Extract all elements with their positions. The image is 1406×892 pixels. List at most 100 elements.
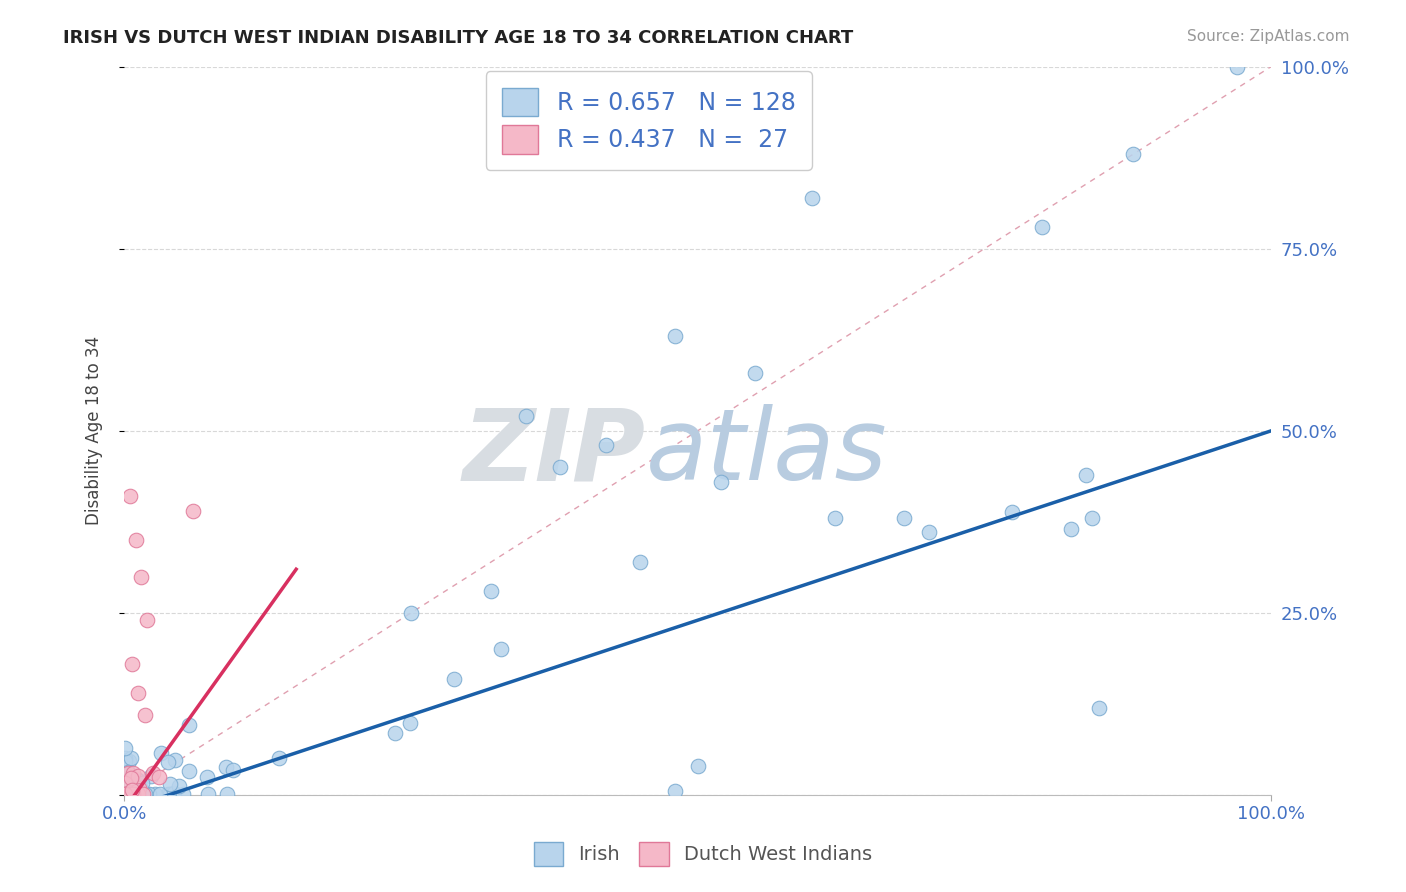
Point [664, 329, 686, 343]
Point [115, 788, 138, 802]
Point [114, 787, 136, 801]
Point [135, 788, 157, 802]
Point [159, 776, 181, 790]
Point [114, 788, 136, 802]
Point [159, 788, 181, 802]
Point [115, 787, 138, 801]
Point [138, 788, 160, 802]
Point [1122, 147, 1144, 161]
Point [114, 788, 136, 802]
Point [156, 756, 179, 770]
Point [1226, 60, 1249, 74]
Point [114, 741, 136, 756]
Point [148, 770, 170, 784]
Point [114, 788, 136, 802]
Point [399, 606, 422, 620]
Point [114, 788, 136, 802]
Point [1031, 219, 1053, 234]
Text: ZIP: ZIP [463, 404, 645, 501]
Point [114, 780, 136, 794]
Point [115, 788, 138, 802]
Point [127, 686, 149, 700]
Point [801, 191, 824, 205]
Point [131, 788, 153, 802]
Point [122, 788, 145, 802]
Point [131, 776, 153, 790]
Point [181, 504, 204, 518]
Point [117, 775, 139, 789]
Text: Source: ZipAtlas.com: Source: ZipAtlas.com [1187, 29, 1350, 44]
Point [115, 787, 138, 801]
Point [172, 788, 194, 802]
Point [122, 787, 145, 801]
Point [121, 788, 143, 802]
Point [150, 746, 173, 760]
Point [114, 751, 136, 765]
Point [156, 788, 179, 802]
Point [114, 788, 136, 802]
Point [114, 788, 136, 802]
Point [114, 754, 136, 768]
Point [114, 788, 136, 802]
Point [114, 780, 136, 795]
Point [131, 569, 153, 583]
Point [118, 788, 141, 802]
Point [114, 767, 136, 781]
Point [197, 788, 219, 802]
Point [664, 784, 686, 798]
Point [117, 774, 139, 789]
Point [114, 759, 136, 773]
Point [114, 788, 136, 802]
Point [114, 788, 136, 802]
Point [124, 533, 146, 547]
Point [114, 778, 136, 792]
Point [132, 787, 155, 801]
Point [118, 788, 141, 802]
Point [114, 788, 136, 802]
Point [114, 769, 136, 783]
Point [120, 771, 142, 785]
Point [124, 788, 146, 802]
Point [163, 787, 186, 801]
Point [114, 788, 136, 802]
Point [115, 788, 138, 802]
Point [128, 783, 150, 797]
Point [114, 788, 136, 802]
Legend: Irish, Dutch West Indians: Irish, Dutch West Indians [526, 834, 880, 873]
Point [125, 772, 148, 787]
Point [114, 788, 136, 802]
Point [121, 788, 143, 802]
Point [491, 642, 513, 657]
Point [217, 788, 239, 802]
Point [1074, 467, 1097, 482]
Point [118, 489, 141, 503]
Point [114, 776, 136, 790]
Point [709, 475, 731, 489]
Point [120, 788, 142, 802]
Point [1001, 504, 1024, 518]
Point [127, 769, 149, 783]
Point [148, 788, 170, 802]
Point [918, 524, 941, 539]
Point [132, 788, 155, 802]
Point [548, 460, 571, 475]
Point [114, 788, 136, 802]
Point [628, 555, 651, 569]
Point [114, 776, 136, 790]
Point [179, 764, 201, 778]
Point [222, 763, 245, 777]
Point [479, 584, 502, 599]
Point [115, 788, 138, 802]
Point [686, 759, 709, 773]
Point [167, 779, 190, 793]
Point [120, 788, 142, 802]
Text: atlas: atlas [645, 404, 887, 501]
Point [120, 788, 142, 802]
Point [118, 788, 141, 802]
Point [114, 788, 136, 802]
Point [399, 715, 422, 730]
Point [384, 726, 406, 740]
Point [143, 788, 166, 802]
Point [142, 766, 165, 780]
Point [114, 769, 136, 783]
